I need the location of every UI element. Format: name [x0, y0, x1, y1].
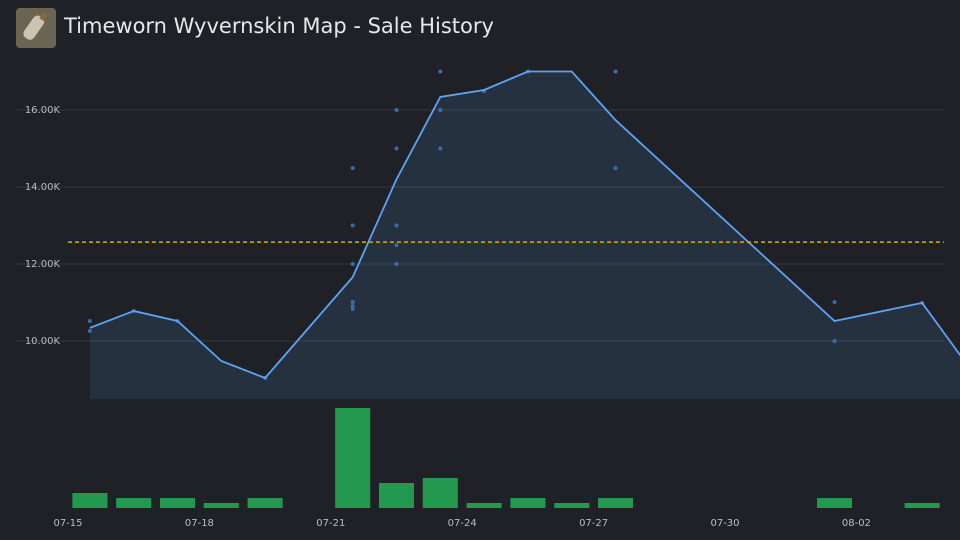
y-tick-label: 16.00K [25, 105, 61, 116]
x-tick-label: 07-30 [710, 518, 739, 529]
item-icon [16, 8, 56, 48]
sale-point [350, 262, 355, 267]
volume-bar [510, 498, 546, 508]
volume-bar [116, 498, 152, 508]
volume-bar [72, 493, 108, 508]
x-tick-label: 07-15 [53, 518, 82, 529]
sale-point [438, 69, 443, 74]
sale-point [350, 307, 355, 312]
price-line [89, 70, 960, 380]
x-tick-label: 07-27 [579, 518, 608, 529]
sale-point [613, 69, 618, 74]
sale-point [438, 108, 443, 113]
x-tick-label: 07-24 [448, 518, 477, 529]
sale-point [350, 300, 355, 305]
x-tick-label: 07-21 [316, 518, 345, 529]
plot: 10.00K 12.00K 14.00K 16.00K 07-15 07-18 07-21 0… [16, 69, 960, 529]
sale-point [394, 108, 399, 113]
volume-bar [422, 478, 458, 508]
x-tick-label: 07-18 [185, 518, 214, 529]
volume-bar [203, 503, 239, 508]
volume-bar [904, 503, 940, 508]
y-tick-label: 10.00K [25, 336, 61, 347]
sale-point [832, 339, 837, 344]
y-tick-label: 14.00K [25, 182, 61, 193]
sale-point [394, 243, 399, 248]
chart-title: Timeworn Wyvernskin Map - Sale History [64, 14, 494, 38]
sale-point [613, 166, 618, 171]
sale-point [832, 300, 837, 305]
sale-point [394, 223, 399, 228]
volume-bar [378, 483, 415, 508]
y-tick-label: 12.00K [25, 259, 61, 270]
volume-bar [597, 498, 634, 508]
volume-bar [554, 503, 590, 508]
volume-bar [159, 498, 196, 508]
sale-point [394, 146, 399, 151]
volume-bar [466, 503, 502, 508]
sale-point [350, 303, 355, 308]
sale-point [87, 329, 92, 333]
volume-bar [816, 498, 853, 508]
volume-bar [335, 408, 371, 508]
sale-point [438, 146, 443, 151]
sale-point [350, 166, 355, 171]
volume-bar [247, 498, 283, 508]
price-area [89, 71, 960, 399]
sale-point [87, 318, 92, 323]
x-tick-label: 08-02 [842, 518, 871, 529]
sale-point [350, 223, 355, 228]
sale-point [394, 262, 399, 267]
